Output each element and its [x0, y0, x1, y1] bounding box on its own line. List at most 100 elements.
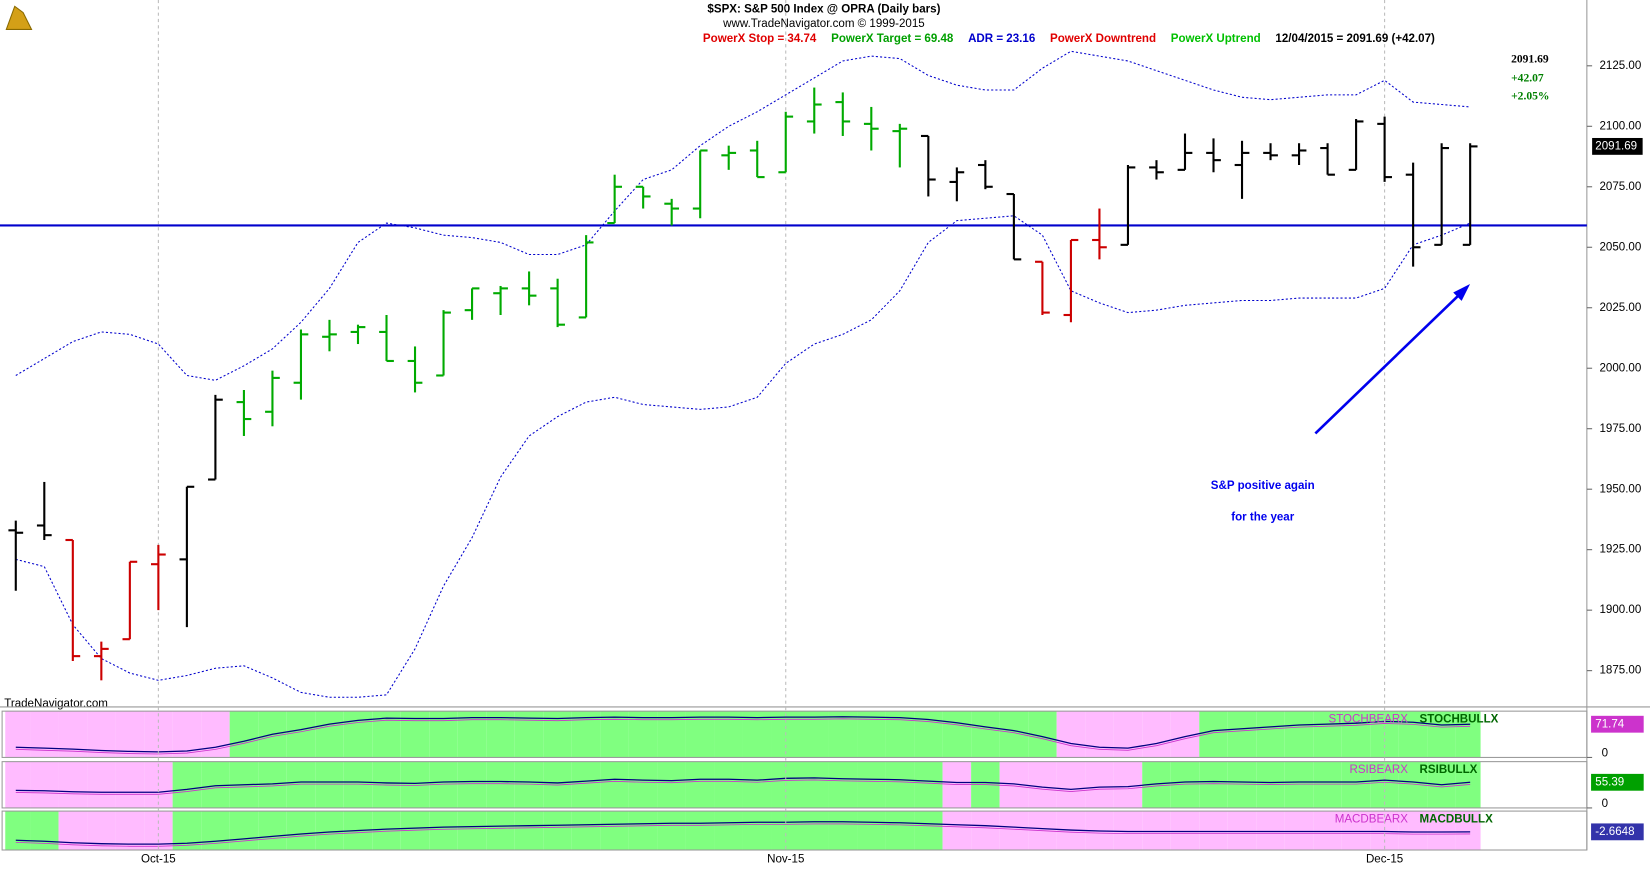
- value-box: [1591, 823, 1644, 841]
- regime-shade: [229, 811, 259, 851]
- regime-shade: [5, 711, 31, 758]
- y-tick-label: 2000.00: [1599, 362, 1641, 374]
- legend-item: PowerX Stop = 34.74: [703, 33, 817, 45]
- panel-frame: [1, 810, 1588, 851]
- regime-shade: [885, 761, 915, 808]
- regime-shade: [457, 761, 487, 808]
- regime-shade: [172, 761, 202, 808]
- value-box: [1591, 773, 1644, 791]
- value-label: 55.39: [1595, 776, 1624, 788]
- panel-frame: [1, 710, 1588, 758]
- regime-shade: [172, 811, 202, 851]
- regime-shade: [685, 761, 715, 808]
- regime-shade: [714, 711, 743, 758]
- regime-shade: [514, 811, 544, 851]
- regime-shade: [115, 711, 145, 758]
- regime-shade: [800, 711, 829, 758]
- regime-shade: [628, 711, 658, 758]
- regime-shade: [914, 761, 943, 808]
- indicator-line: [15, 821, 1471, 845]
- regime-shade: [1313, 711, 1342, 758]
- regime-shade: [1170, 811, 1200, 851]
- bull-label: STOCHBULLX: [1420, 714, 1499, 726]
- regime-shade: [857, 711, 886, 758]
- regime-shade: [914, 711, 943, 758]
- y-tick-label: 1975.00: [1599, 423, 1641, 435]
- regime-shade: [115, 761, 145, 808]
- regime-shade: [714, 811, 743, 851]
- bull-label: RSIBULLX: [1420, 764, 1478, 776]
- arrow-head: [1453, 284, 1471, 301]
- regime-shade: [714, 761, 743, 808]
- regime-shade: [315, 811, 344, 851]
- y-tick-label: 2050.00: [1599, 241, 1641, 253]
- regime-shade: [600, 711, 629, 758]
- legend-item: ADR = 23.16: [968, 33, 1036, 45]
- regime-shade: [1142, 811, 1171, 851]
- x-tick-label: Dec-15: [1366, 854, 1403, 866]
- indicator-line: [15, 716, 1471, 753]
- regime-shade: [942, 811, 972, 851]
- regime-shade: [742, 811, 772, 851]
- regime-shade: [1455, 811, 1481, 851]
- regime-shade: [543, 811, 572, 851]
- regime-shade: [685, 711, 715, 758]
- regime-shade: [315, 761, 344, 808]
- indicator-line-shadow: [15, 823, 1471, 847]
- regime-shade: [857, 761, 886, 808]
- regime-shade: [315, 711, 344, 758]
- regime-shade: [742, 761, 772, 808]
- indicator-line-shadow: [15, 718, 1471, 755]
- value-box: [1591, 715, 1644, 733]
- chart-title: $SPX: S&P 500 Index @ OPRA (Daily bars): [707, 4, 940, 16]
- indicator-line: [15, 777, 1471, 793]
- y-tick-label: 2075.00: [1599, 181, 1641, 193]
- regime-shade: [457, 711, 487, 758]
- regime-shade: [800, 761, 829, 808]
- price-box-label: 2091.69: [1595, 140, 1637, 152]
- regime-shade: [914, 811, 943, 851]
- regime-shade: [486, 711, 515, 758]
- x-tick-label: Nov-15: [767, 854, 804, 866]
- regime-shade: [971, 811, 1000, 851]
- regime-shade: [1227, 761, 1257, 808]
- regime-shade: [286, 811, 316, 851]
- regime-shade: [1113, 761, 1143, 808]
- regime-shade: [1227, 711, 1257, 758]
- regime-shade: [1284, 811, 1314, 851]
- legend-item: 12/04/2015 = 2091.69 (+42.07): [1275, 33, 1435, 45]
- price-change-pct: +2.05%: [1511, 89, 1549, 102]
- regime-shade: [486, 811, 515, 851]
- bear-label: RSIBEARX: [1349, 764, 1408, 776]
- arrow-shaft: [1314, 290, 1464, 435]
- regime-shade: [999, 811, 1029, 851]
- indicator-line-shadow: [15, 779, 1471, 795]
- regime-shade: [5, 811, 31, 851]
- regime-shade: [628, 811, 658, 851]
- regime-shade: [828, 711, 858, 758]
- regime-shade: [885, 811, 915, 851]
- regime-shade: [1427, 811, 1456, 851]
- y-tick-label: 1875.00: [1599, 665, 1641, 677]
- regime-shade: [1427, 711, 1456, 758]
- regime-shade: [600, 761, 629, 808]
- regime-shade: [657, 811, 686, 851]
- y-tick-label: 1925.00: [1599, 544, 1641, 556]
- regime-shade: [1313, 811, 1342, 851]
- regime-shade: [5, 761, 31, 808]
- regime-shade: [1256, 811, 1285, 851]
- bear-label: MACDBEARX: [1335, 814, 1409, 826]
- y-tick-label: 1900.00: [1599, 604, 1641, 616]
- regime-shade: [685, 811, 715, 851]
- y-tick-label: 0: [1602, 747, 1608, 759]
- annotation: S&P positive again: [1211, 480, 1315, 492]
- regime-shade: [429, 811, 458, 851]
- regime-shade: [1341, 761, 1371, 808]
- legend-item: PowerX Target = 69.48: [831, 33, 954, 45]
- regime-shade: [1028, 761, 1057, 808]
- regime-shade: [571, 711, 601, 758]
- regime-shade: [1142, 711, 1171, 758]
- legend-item: PowerX Uptrend: [1171, 33, 1261, 45]
- regime-shade: [1113, 811, 1143, 851]
